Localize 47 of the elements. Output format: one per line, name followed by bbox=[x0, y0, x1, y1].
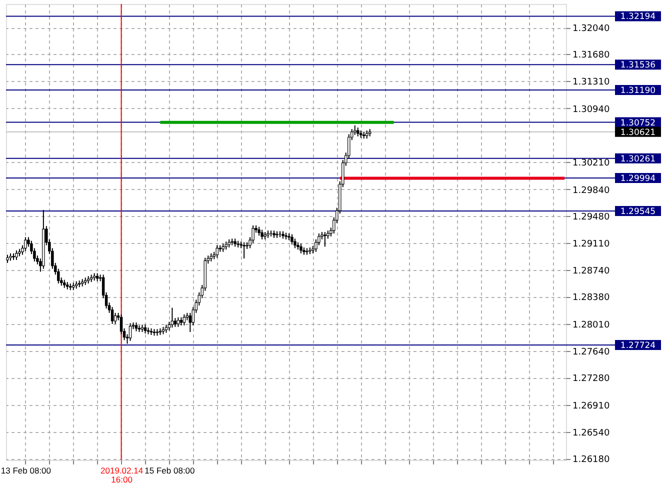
y-tick-label: 1.29110 bbox=[572, 240, 610, 250]
candlestick bbox=[24, 236, 27, 252]
y-tick-label: 1.30940 bbox=[572, 104, 610, 115]
candlestick bbox=[300, 243, 302, 254]
y-tick-label: 1.28010 bbox=[572, 320, 610, 330]
y-tick-label: 1.28740 bbox=[572, 266, 610, 277]
x-tick-label: 15 Feb 08:00 bbox=[144, 466, 196, 476]
candlestick bbox=[306, 248, 308, 256]
x-tick-label: 13 Feb 08:00 bbox=[0, 466, 52, 476]
y-tick-label: 1.26540 bbox=[572, 428, 610, 439]
candlestick bbox=[176, 316, 180, 328]
x-tick-label: 2019.02.14 16:00 bbox=[100, 466, 144, 484]
y-tick-label: 1.32040 bbox=[572, 24, 610, 34]
y-tick-label: 1.27280 bbox=[572, 374, 610, 384]
candlestick bbox=[252, 224, 254, 244]
y-tick-label: 1.29840 bbox=[572, 186, 610, 196]
candlestick bbox=[170, 307, 174, 328]
y-tick-label: 1.28380 bbox=[572, 293, 610, 304]
candlestick bbox=[188, 312, 192, 333]
candlestick bbox=[114, 312, 117, 324]
ref-line-label: 1.30261 bbox=[620, 154, 656, 164]
ref-line-label: 1.29545 bbox=[620, 207, 656, 218]
ref-line-label: 1.32194 bbox=[620, 12, 656, 22]
ref-line-label: 1.31190 bbox=[620, 86, 656, 96]
y-tick-label: 1.30210 bbox=[572, 158, 610, 169]
ref-line-label: 1.30752 bbox=[620, 118, 656, 128]
candlestick bbox=[110, 306, 114, 324]
ref-line-label: 1.30621 bbox=[620, 128, 656, 138]
candlestick bbox=[290, 234, 294, 246]
y-tick-label: 1.29480 bbox=[572, 212, 610, 222]
candlestick bbox=[284, 232, 288, 240]
candlestick bbox=[260, 229, 264, 240]
candlestick bbox=[182, 314, 186, 326]
ref-line-label: 1.31536 bbox=[620, 60, 656, 71]
candlestick bbox=[15, 250, 18, 260]
candlestick bbox=[242, 242, 246, 259]
candlestick bbox=[294, 238, 296, 249]
candlestick bbox=[218, 244, 222, 252]
y-tick-label: 1.31680 bbox=[572, 50, 610, 61]
y-tick-label: 1.27640 bbox=[572, 348, 610, 358]
y-tick-label: 1.26180 bbox=[572, 455, 610, 466]
y-tick-label: 1.26910 bbox=[572, 401, 610, 412]
ref-line-label: 1.27724 bbox=[620, 340, 656, 351]
ref-line-label: 1.29994 bbox=[620, 174, 656, 184]
candlestick bbox=[216, 244, 218, 258]
y-tick-label: 1.31310 bbox=[572, 78, 610, 88]
candlestick bbox=[324, 232, 326, 248]
